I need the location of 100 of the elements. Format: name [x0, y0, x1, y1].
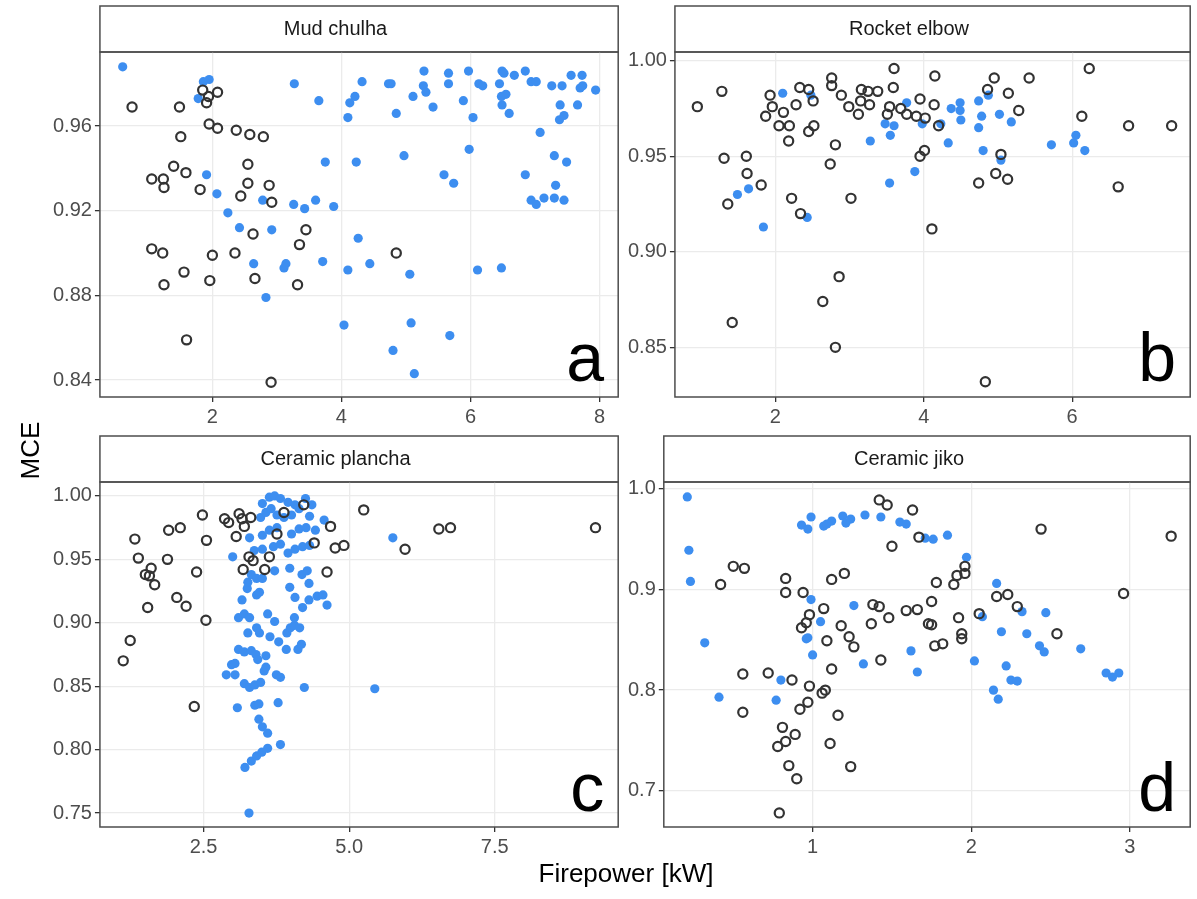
point: [242, 177, 254, 189]
y-tick-label: 0.85: [627, 334, 667, 357]
point: [901, 519, 911, 529]
point: [758, 222, 768, 232]
point: [229, 247, 241, 259]
point: [946, 103, 956, 114]
point: [218, 513, 231, 525]
point: [235, 190, 247, 202]
point: [433, 523, 445, 535]
point: [158, 279, 170, 291]
point: [1071, 130, 1081, 140]
point: [827, 516, 837, 526]
point: [338, 539, 350, 552]
point: [685, 576, 696, 587]
point: [771, 695, 781, 705]
y-tick-label: 0.90: [627, 239, 667, 262]
annotation: d: [1138, 749, 1177, 825]
point: [211, 122, 224, 134]
point: [955, 105, 965, 116]
point: [1006, 117, 1016, 127]
point: [247, 554, 259, 567]
point: [190, 566, 203, 578]
point: [912, 667, 922, 677]
point: [203, 118, 215, 130]
point: [230, 530, 242, 543]
point: [249, 272, 261, 285]
point: [700, 638, 710, 648]
point: [145, 562, 157, 574]
point: [263, 179, 275, 192]
y-tick-label: 0.84: [52, 367, 92, 390]
point: [244, 128, 256, 141]
annotation: b: [1138, 319, 1177, 395]
point: [139, 568, 152, 581]
x-tick-label: 2: [769, 404, 781, 427]
point: [146, 173, 158, 185]
point: [969, 656, 980, 666]
point: [860, 510, 870, 520]
point: [157, 247, 169, 259]
x-tick-label: 7.5: [480, 834, 509, 857]
x-tick-label: 6: [1066, 404, 1078, 427]
point: [178, 266, 190, 278]
point: [278, 506, 290, 519]
y-tick-label: 0.7: [627, 778, 656, 801]
point: [778, 88, 788, 98]
y-tick-label: 1.0: [627, 476, 656, 499]
point: [815, 617, 826, 627]
annotation: a: [566, 319, 605, 395]
y-tick-label: 0.8: [627, 677, 656, 700]
chart-title: Ceramic plancha: [260, 446, 412, 469]
point: [236, 513, 248, 525]
y-axis-title: MCE: [14, 420, 46, 482]
point: [162, 524, 175, 536]
point: [237, 563, 249, 576]
point: [259, 563, 271, 576]
point: [167, 160, 180, 172]
point: [175, 130, 187, 143]
point: [180, 600, 192, 612]
point: [1041, 608, 1051, 618]
y-tick-label: 0.95: [52, 546, 92, 569]
point: [194, 183, 206, 196]
y-tick-label: 0.9: [627, 577, 656, 599]
point: [776, 675, 786, 685]
x-tick-label: 4: [918, 404, 930, 427]
point: [141, 601, 154, 614]
point: [180, 166, 192, 179]
point: [324, 520, 337, 533]
point: [684, 545, 694, 555]
point: [293, 238, 306, 251]
point: [298, 499, 310, 511]
point: [906, 646, 916, 656]
chart-title: Rocket elbow: [848, 16, 970, 39]
point: [1034, 641, 1045, 651]
point: [399, 543, 411, 555]
y-tick-label: 0.80: [52, 737, 92, 760]
y-tick-label: 0.90: [52, 610, 92, 633]
point: [942, 530, 953, 540]
x-tick-label: 3: [1124, 834, 1136, 857]
point: [849, 600, 859, 611]
point: [188, 700, 200, 713]
point: [743, 184, 754, 194]
point: [885, 130, 895, 140]
point: [1039, 647, 1049, 657]
point: [880, 119, 890, 129]
point: [589, 521, 602, 534]
y-tick-label: 0.92: [52, 198, 92, 221]
point: [271, 528, 283, 540]
y-tick-label: 0.88: [52, 282, 92, 305]
point: [143, 570, 156, 582]
point: [988, 685, 999, 695]
point: [974, 96, 984, 106]
point: [238, 520, 251, 533]
point: [390, 247, 402, 259]
x-axis-title: Firepower [kW]: [537, 858, 715, 889]
point: [263, 551, 276, 563]
point: [889, 121, 899, 131]
x-tick-label: 5.0: [335, 834, 364, 857]
point: [247, 228, 259, 240]
point: [1046, 140, 1056, 150]
point: [180, 334, 193, 346]
x-tick-label: 2.5: [189, 834, 218, 857]
